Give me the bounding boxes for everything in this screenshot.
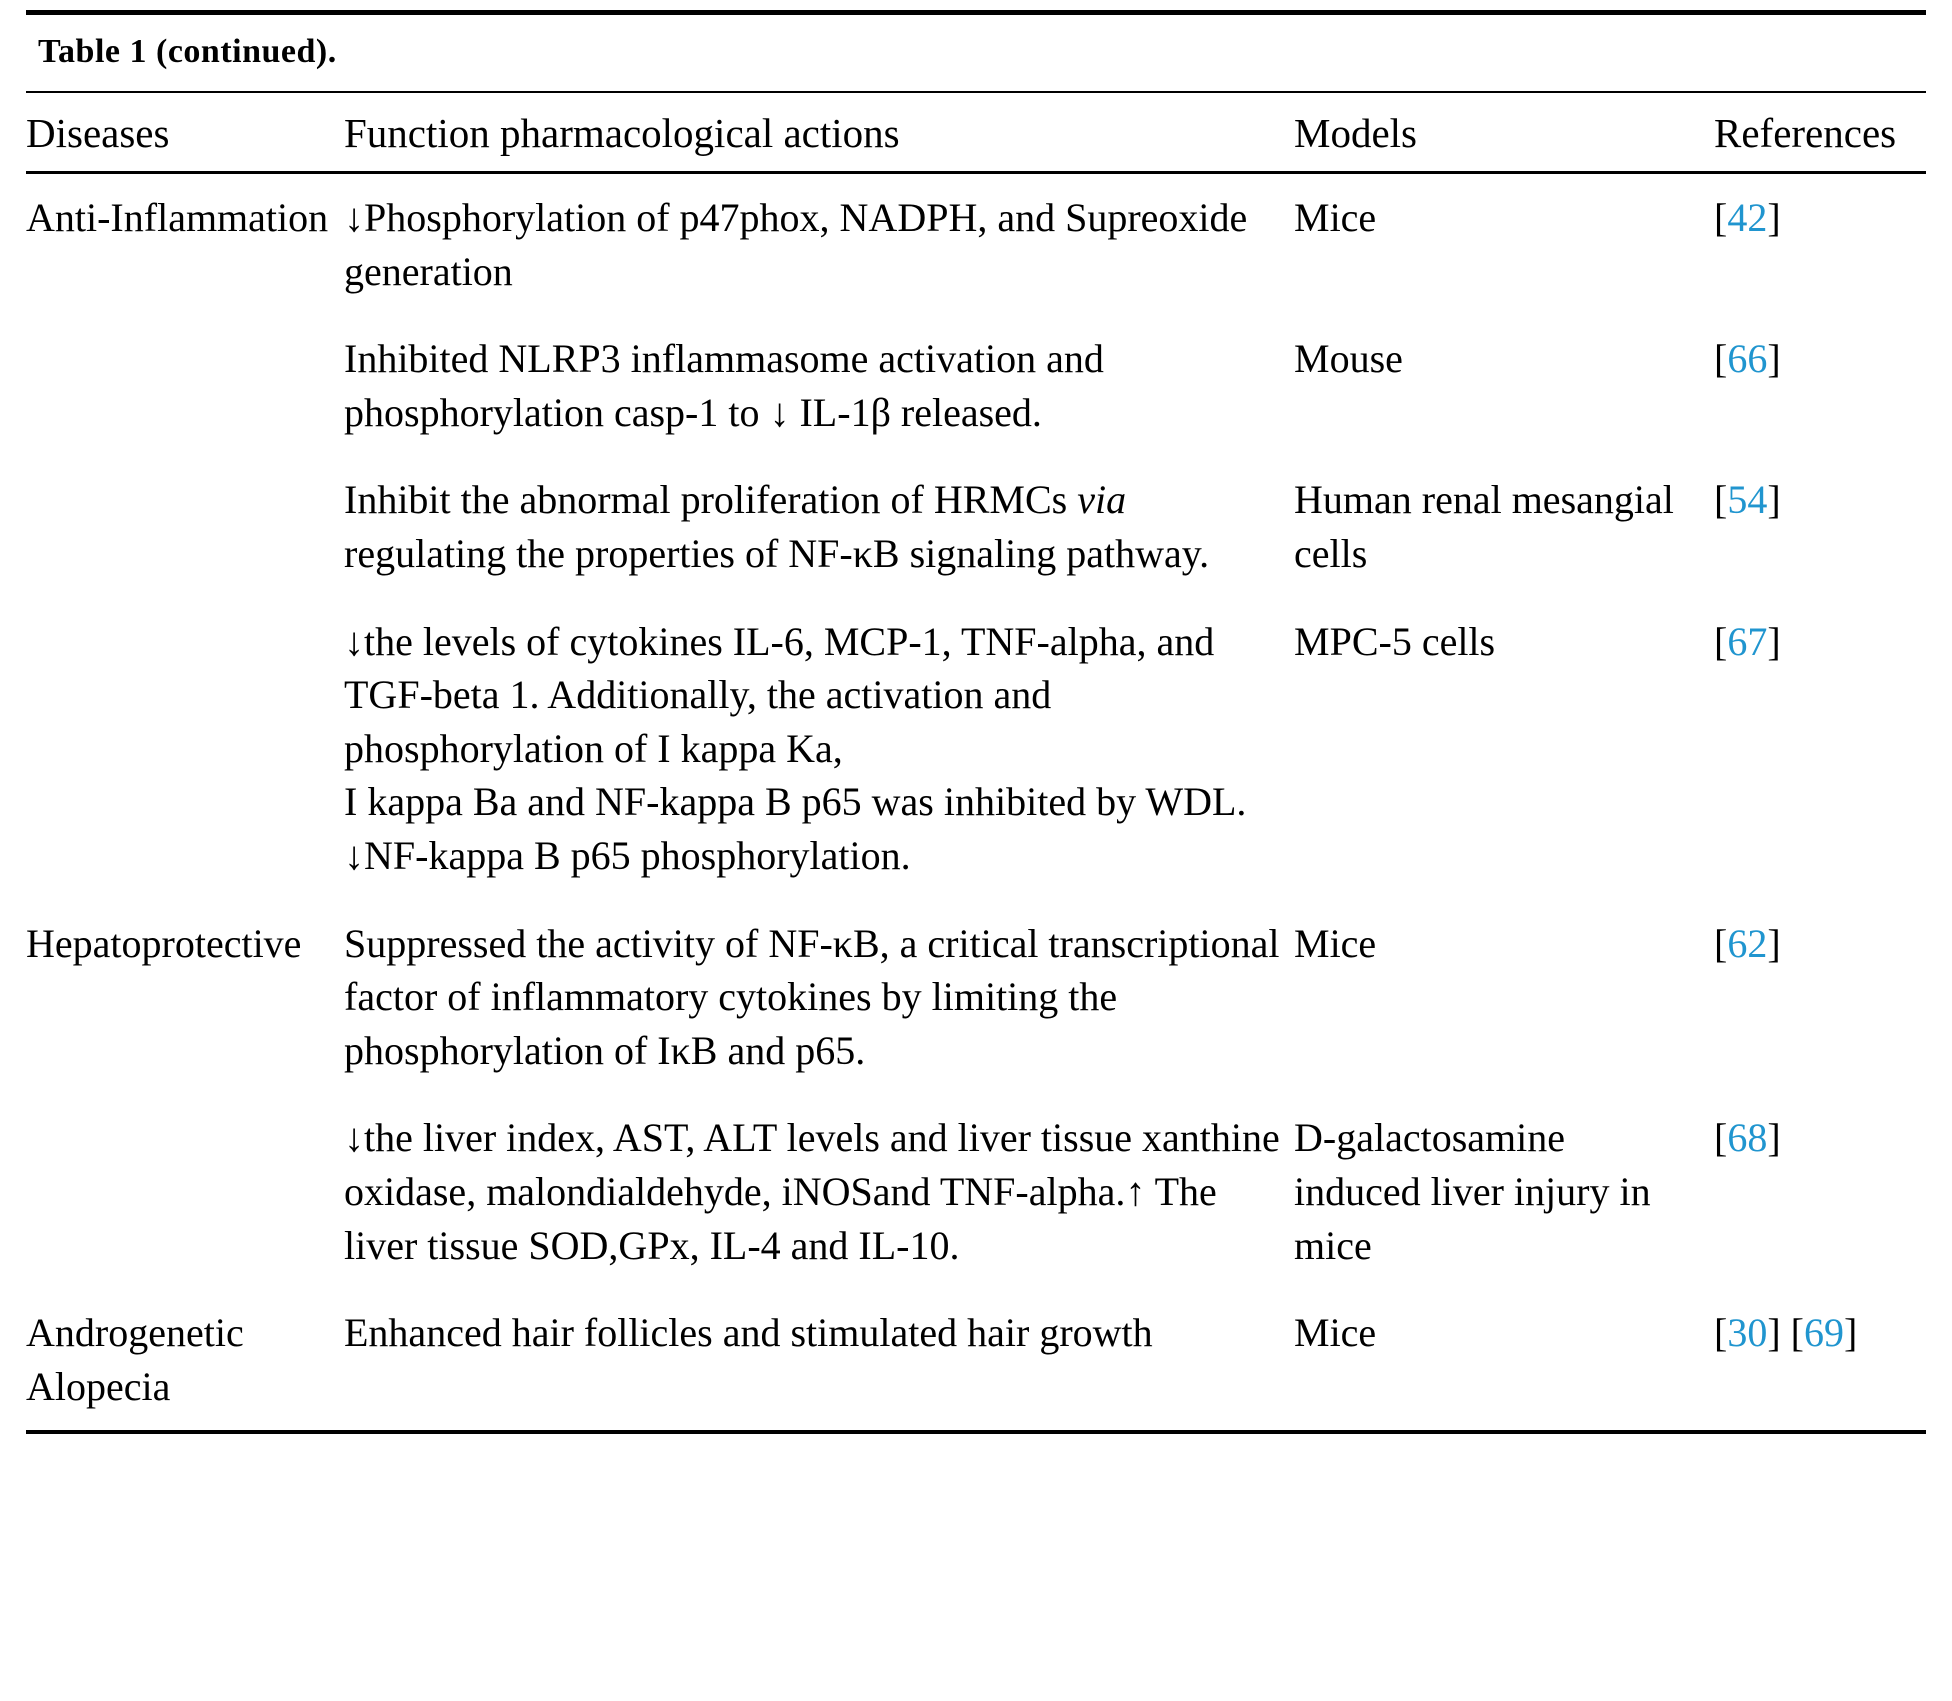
action-text: regulating the properties of NF-κB signa… xyxy=(344,477,1210,576)
action-cell: Suppressed the activity of NF-κB, a crit… xyxy=(344,900,1294,1095)
italic-term: via xyxy=(1077,477,1127,523)
column-header-references: References xyxy=(1714,93,1926,174)
action-cell: Enhanced hair follicles and stimulated h… xyxy=(344,1289,1294,1432)
reference-link[interactable]: 42 xyxy=(1727,195,1768,240)
action-text: Enhanced hair follicles and stimulated h… xyxy=(344,1310,1153,1356)
reference: [66] xyxy=(1714,336,1781,381)
references-cell: [66] xyxy=(1714,315,1926,456)
action-cell: Inhibited NLRP3 inflammasome activation … xyxy=(344,315,1294,456)
reference-close-bracket: ] xyxy=(1767,1310,1781,1356)
reference-open-bracket: [ xyxy=(1714,1115,1728,1161)
action-text: Inhibit the abnormal proliferation of HR… xyxy=(344,477,1078,523)
model-cell: Mouse xyxy=(1294,336,1403,382)
reference: [62] xyxy=(1714,921,1781,966)
reference: [30] xyxy=(1714,1310,1781,1355)
reference: [69] xyxy=(1791,1310,1858,1355)
references-cell: [67] xyxy=(1714,598,1926,900)
reference-link[interactable]: 54 xyxy=(1727,477,1768,523)
reference: [67] xyxy=(1714,619,1781,664)
table-title: Table 1 (continued). xyxy=(26,15,1926,93)
action-text: ↓the liver index, AST, ALT levels and li… xyxy=(344,1115,1290,1268)
table-row: Anti-Inflammation ↓Phosphorylation of p47… xyxy=(26,173,1926,316)
reference-link[interactable]: 68 xyxy=(1727,1115,1768,1161)
reference-open-bracket: [ xyxy=(1790,1310,1804,1356)
reference-close-bracket: ] xyxy=(1767,1115,1781,1161)
pharmacology-table: Diseases Function pharmacological action… xyxy=(26,93,1926,1435)
reference-close-bracket: ] xyxy=(1767,477,1781,523)
action-cell: ↓the levels of cytokines IL-6, MCP-1, TN… xyxy=(344,598,1294,900)
model-cell: Mice xyxy=(1294,1310,1377,1356)
references-cell: [68] xyxy=(1714,1094,1926,1289)
table-body: Anti-Inflammation ↓Phosphorylation of p47… xyxy=(26,173,1926,1433)
model-cell: D-galactosamine induced liver injury in … xyxy=(1294,1115,1651,1268)
disease-cell: Androgenetic Alopecia xyxy=(26,1310,244,1409)
table-row: Inhibited NLRP3 inflammasome activation … xyxy=(26,315,1926,456)
reference: [68] xyxy=(1714,1115,1781,1160)
reference-link[interactable]: 30 xyxy=(1727,1310,1768,1356)
reference-open-bracket: [ xyxy=(1714,336,1728,382)
reference-link[interactable]: 69 xyxy=(1803,1310,1844,1356)
table-row: Inhibit the abnormal proliferation of HR… xyxy=(26,456,1926,597)
model-cell: Human renal mesangial cells xyxy=(1294,477,1674,576)
reference-open-bracket: [ xyxy=(1714,618,1728,664)
model-cell: MPC-5 cells xyxy=(1294,618,1496,664)
references-cell: [42] xyxy=(1714,173,1926,316)
column-header-actions: Function pharmacological actions xyxy=(344,93,1294,174)
reference-link[interactable]: 66 xyxy=(1727,336,1768,382)
action-text: Inhibited NLRP3 inflammasome activation … xyxy=(344,336,1114,435)
model-cell: Mice xyxy=(1294,195,1377,240)
reference-close-bracket: ] xyxy=(1843,1310,1858,1356)
table-header: Diseases Function pharmacological action… xyxy=(26,93,1926,174)
action-text: ↓the levels of cytokines IL-6, MCP-1, TN… xyxy=(344,618,1247,878)
column-header-diseases: Diseases xyxy=(26,93,344,174)
disease-cell: Anti-Inflammation xyxy=(26,195,329,240)
action-cell: ↓Phosphorylation of p47phox, NADPH, and … xyxy=(344,173,1294,316)
references-cell: [54] xyxy=(1714,456,1926,597)
reference-close-bracket: ] xyxy=(1767,618,1781,664)
action-text: ↓Phosphorylation of p47phox, NADPH, and … xyxy=(344,195,1258,294)
reference-open-bracket: [ xyxy=(1714,920,1728,966)
references-cell: [62] xyxy=(1714,900,1926,1095)
disease-cell: Hepatoprotective xyxy=(26,920,302,966)
action-cell: Inhibit the abnormal proliferation of HR… xyxy=(344,456,1294,597)
action-cell: ↓the liver index, AST, ALT levels and li… xyxy=(344,1094,1294,1289)
reference-close-bracket: ] xyxy=(1767,920,1781,966)
reference-open-bracket: [ xyxy=(1714,477,1728,523)
reference-close-bracket: ] xyxy=(1767,195,1781,240)
table-row: Hepatoprotective Suppressed the activity … xyxy=(26,900,1926,1095)
header-row: Diseases Function pharmacological action… xyxy=(26,93,1926,174)
table-row: ↓the levels of cytokines IL-6, MCP-1, TN… xyxy=(26,598,1926,900)
reference: [42] xyxy=(1714,195,1781,240)
reference-open-bracket: [ xyxy=(1714,195,1728,240)
action-text: Suppressed the activity of NF-κB, a crit… xyxy=(344,920,1290,1073)
top-rule xyxy=(26,10,1926,15)
reference: [54] xyxy=(1714,477,1781,522)
references-cell: [30] [69] xyxy=(1714,1289,1926,1432)
table-row: ↓the liver index, AST, ALT levels and li… xyxy=(26,1094,1926,1289)
reference-open-bracket: [ xyxy=(1714,1310,1728,1356)
model-cell: Mice xyxy=(1294,920,1377,966)
reference-close-bracket: ] xyxy=(1767,336,1781,382)
column-header-models: Models xyxy=(1294,93,1714,174)
reference-link[interactable]: 67 xyxy=(1727,618,1768,664)
reference-link[interactable]: 62 xyxy=(1727,920,1768,966)
table-row: Androgenetic Alopecia Enhanced hair folli… xyxy=(26,1289,1926,1432)
